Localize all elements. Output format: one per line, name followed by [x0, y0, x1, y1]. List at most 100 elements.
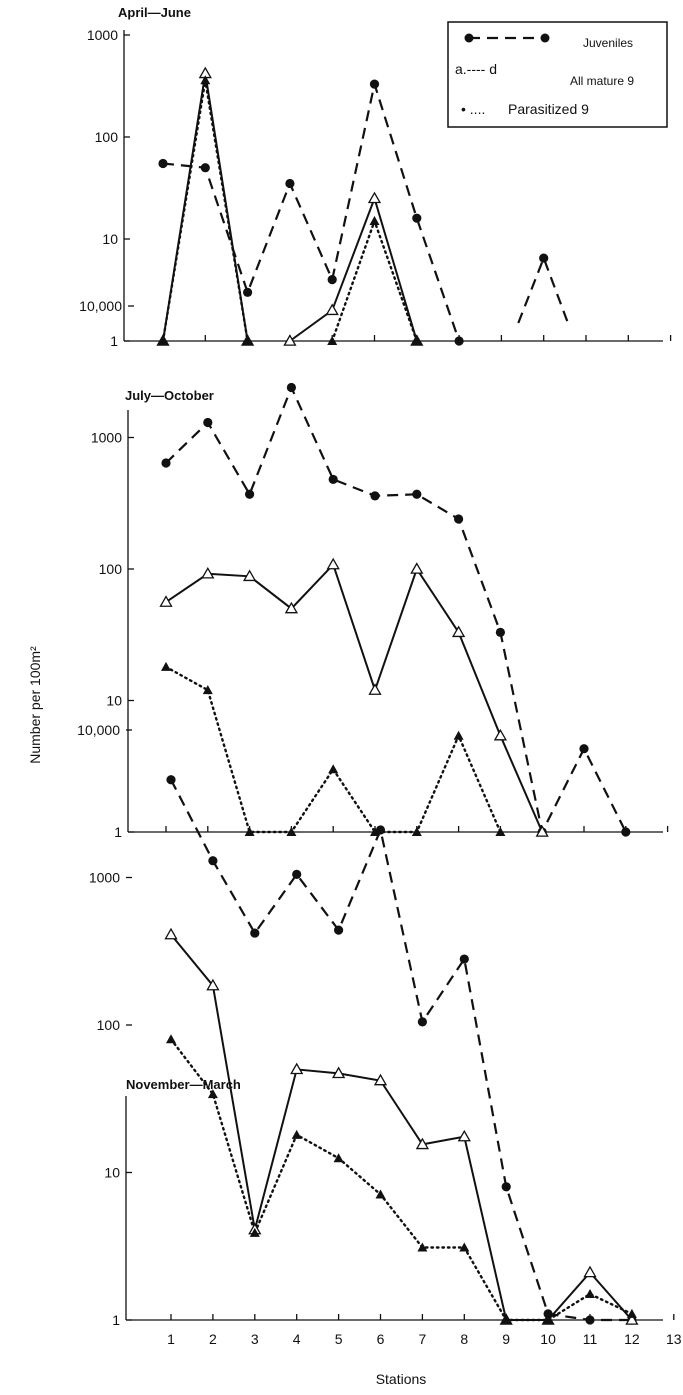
parasitized-point	[369, 216, 380, 226]
plot-layer: 1 10 100 1000 1 10 100 1000 10,000 1 10 100 1000 10,0…	[77, 27, 682, 1347]
x-tick-label: 12	[624, 1331, 640, 1347]
legend-juveniles-marker	[540, 33, 550, 43]
x-tick-label: 10	[540, 1331, 556, 1347]
parasitized-point	[242, 336, 253, 345]
juveniles-point	[501, 1182, 511, 1192]
y-tick-label: 1	[110, 333, 118, 349]
x-tick-label: 6	[377, 1331, 385, 1347]
parasitized-point	[333, 1153, 344, 1163]
y-tick-label: 100	[99, 561, 123, 577]
panel-1-title: April—June	[118, 5, 191, 20]
juveniles-point	[327, 274, 337, 285]
juveniles-point	[495, 627, 505, 637]
juveniles-point	[412, 213, 422, 223]
mature-series-line	[170, 933, 633, 1321]
juveniles-point	[166, 775, 176, 785]
juveniles-point	[585, 1315, 595, 1325]
juveniles-series-line	[517, 255, 571, 327]
y-tick-label: 100	[97, 1017, 121, 1033]
juveniles-series-line	[162, 79, 461, 342]
x-tick-label: 9	[502, 1331, 510, 1347]
parasitized-point	[291, 1129, 302, 1139]
juveniles-point	[375, 825, 386, 835]
juveniles-point	[369, 79, 380, 89]
juveniles-point	[250, 928, 260, 938]
juveniles-point	[243, 287, 253, 297]
x-tick-label: 7	[419, 1331, 427, 1347]
y-tick-label: 10,000	[79, 298, 122, 314]
mature-series-line	[289, 195, 418, 342]
x-tick-label: 2	[209, 1331, 217, 1347]
y-tick-label: 10	[102, 231, 118, 247]
parasitized-point	[501, 1315, 512, 1324]
juveniles-point	[621, 827, 631, 837]
parasitized-point	[166, 1034, 176, 1044]
parasitized-point	[244, 827, 255, 836]
legend-mature-label: All mature 9	[570, 74, 634, 88]
panel-3-title: November—March	[126, 1077, 241, 1092]
juveniles-point	[412, 489, 422, 499]
mature-point	[331, 1066, 346, 1079]
mature-series-line	[165, 562, 544, 833]
juveniles-point	[285, 178, 295, 189]
parasitized-point	[328, 764, 339, 774]
parasitized-point	[411, 827, 422, 836]
mature-point	[410, 562, 424, 574]
parasitized-point	[158, 336, 168, 345]
x-tick-label: 4	[293, 1331, 301, 1347]
parasitized-point	[327, 336, 338, 345]
parasitized-point	[249, 1227, 260, 1237]
mature-point	[457, 1129, 471, 1142]
juveniles-point	[286, 382, 296, 393]
mature-point	[625, 1313, 639, 1325]
mature-point	[493, 728, 508, 741]
juveniles-point	[245, 489, 255, 499]
x-tick-label: 11	[583, 1331, 598, 1347]
mature-point	[159, 595, 173, 607]
mature-point	[415, 1137, 430, 1150]
y-tick-label: 10,000	[77, 722, 120, 738]
parasitized-point	[202, 685, 213, 695]
mature-point	[201, 566, 215, 579]
mature-point	[451, 625, 466, 638]
parasitized-point	[453, 730, 464, 740]
parasitized-series-line	[164, 665, 502, 834]
mature-point	[242, 569, 257, 582]
mature-point	[326, 557, 340, 570]
mature-point	[164, 927, 178, 940]
juveniles-point	[161, 458, 171, 468]
juveniles-point	[200, 163, 210, 173]
juveniles-point	[208, 856, 218, 866]
juveniles-point	[459, 954, 469, 964]
panel-2-title: July—October	[125, 388, 214, 403]
legend-parasitized-label: Parasitized 9	[508, 101, 589, 117]
parasitized-point	[200, 75, 211, 85]
juveniles-point	[539, 253, 549, 263]
parasitized-point	[161, 661, 171, 671]
parasitized-point	[375, 1189, 386, 1199]
mature-point	[206, 978, 220, 991]
juveniles-point	[292, 869, 302, 879]
parasitized-point	[417, 1242, 428, 1252]
juveniles-point	[203, 417, 213, 428]
mature-point	[290, 1062, 304, 1075]
mature-point	[325, 303, 339, 316]
juveniles-point	[454, 514, 464, 524]
y-tick-label: 1	[112, 1312, 120, 1328]
parasitized-point	[370, 827, 380, 836]
y-tick-label: 1000	[89, 870, 120, 886]
mature-point	[535, 825, 549, 837]
x-tick-label: 1	[167, 1331, 175, 1347]
juveniles-point	[334, 925, 344, 935]
legend-mature-symbol: a.---- d	[455, 61, 497, 77]
parasitized-series-line	[169, 1038, 634, 1322]
parasitized-series-line	[331, 217, 418, 343]
juveniles-series-line	[165, 384, 627, 836]
parasitized-point	[585, 1289, 595, 1299]
y-tick-label: 1	[114, 824, 122, 840]
mature-point	[367, 191, 382, 204]
mature-point	[583, 1265, 597, 1278]
y-tick-label: 10	[104, 1165, 120, 1181]
juveniles-point	[328, 474, 338, 485]
y-tick-label: 1000	[91, 430, 122, 446]
